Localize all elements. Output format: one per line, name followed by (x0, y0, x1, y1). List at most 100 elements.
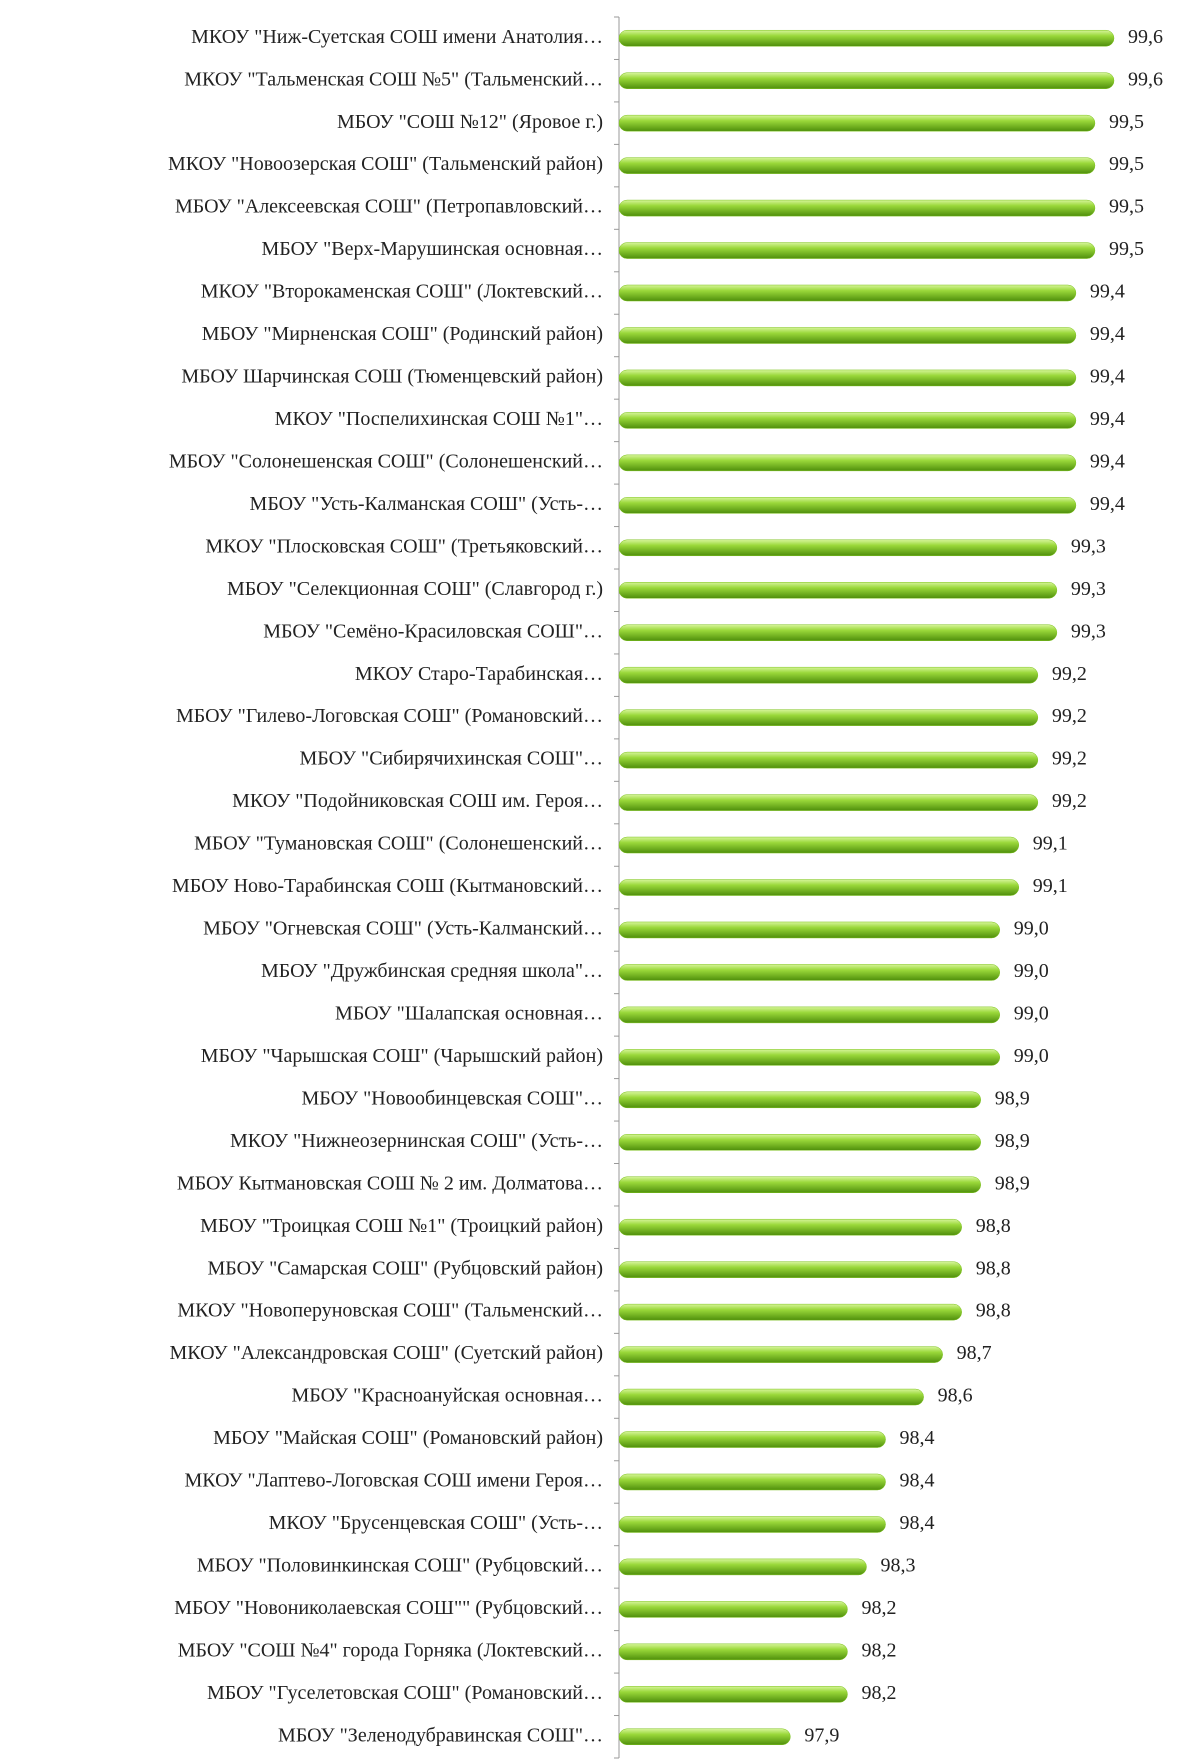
y-tick-label: МБОУ "Новообинцевская СОШ"… (301, 1087, 603, 1109)
bar (618, 199, 1096, 217)
bar (618, 369, 1077, 387)
bar (618, 1558, 867, 1576)
y-tick-label: МКОУ "Лаптево-Логовская СОШ имени Героя… (184, 1470, 603, 1492)
y-tick-label: МБОУ "Новониколаевская СОШ"" (Рубцовский… (174, 1597, 603, 1619)
y-tick-label: МБОУ "Половинкинская СОШ" (Рубцовский… (197, 1555, 603, 1577)
y-tick-label: МБОУ "Селекционная СОШ" (Славгород г.) (227, 578, 603, 600)
data-label: 99,5 (1109, 196, 1144, 218)
y-tick-label: МБОУ "Алексеевская СОШ" (Петропавловский… (175, 196, 603, 218)
data-label: 98,7 (957, 1342, 992, 1364)
bar (618, 1728, 791, 1746)
y-tick-label: МБОУ "Самарская СОШ" (Рубцовский район) (207, 1257, 603, 1279)
data-label: 99,0 (1014, 960, 1049, 982)
y-tick-label: МКОУ "Новоперуновская СОШ" (Тальменский… (177, 1300, 603, 1322)
bar (618, 284, 1077, 302)
data-label: 98,2 (861, 1597, 896, 1619)
data-label: 99,5 (1109, 153, 1144, 175)
bar (618, 794, 1039, 811)
data-label: 99,3 (1071, 620, 1106, 642)
data-label: 98,9 (995, 1172, 1030, 1194)
data-label: 99,0 (1014, 1045, 1049, 1067)
y-tick-label: МБОУ "Тумановская СОШ" (Солонешенский… (194, 833, 603, 855)
y-tick-label: МБОУ Шарчинская СОШ (Тюменцевский район) (181, 366, 603, 388)
data-label: 98,2 (861, 1639, 896, 1661)
data-label: 99,2 (1052, 705, 1087, 727)
bar (618, 1516, 886, 1533)
data-label: 98,3 (881, 1555, 916, 1577)
data-label: 98,9 (995, 1130, 1030, 1152)
data-label: 99,5 (1109, 111, 1144, 133)
bar (618, 412, 1077, 429)
y-tick-label: МКОУ "Подойниковская СОШ им. Героя… (232, 790, 603, 812)
bar (618, 454, 1077, 472)
data-label: 99,1 (1033, 875, 1068, 897)
y-tick-label: МКОУ "Тальменская СОШ №5" (Тальменский… (184, 68, 603, 90)
data-label: 99,4 (1090, 323, 1125, 345)
y-tick-label: МБОУ "Огневская СОШ" (Усть-Калманский… (203, 918, 603, 940)
bar (618, 1261, 962, 1278)
data-label: 98,8 (976, 1300, 1011, 1322)
data-label: 99,4 (1090, 450, 1125, 472)
data-label: 98,4 (900, 1512, 935, 1534)
bar (618, 1601, 848, 1618)
bar (618, 1049, 1001, 1066)
data-label: 99,6 (1128, 26, 1163, 48)
y-tick-label: МКОУ Старо-Тарабинская… (355, 663, 603, 685)
data-label: 99,2 (1052, 748, 1087, 770)
bar (618, 1303, 962, 1321)
data-label: 99,0 (1014, 1002, 1049, 1024)
data-label: 99,3 (1071, 535, 1106, 557)
y-tick-label: МБОУ "Усть-Калманская СОШ" (Усть-… (250, 493, 603, 515)
data-label: 98,4 (900, 1470, 935, 1492)
data-label: 99,0 (1014, 918, 1049, 940)
bar (618, 921, 1001, 939)
data-label: 98,6 (938, 1385, 973, 1407)
bar (618, 114, 1096, 132)
y-tick-label: МБОУ "Мирненская СОШ" (Родинский район) (202, 323, 603, 345)
data-label: 99,4 (1090, 366, 1125, 388)
y-tick-label: МБОУ "Дружбинская средняя школа"… (261, 960, 603, 982)
bar (618, 709, 1039, 726)
bar (618, 157, 1096, 174)
data-label: 99,6 (1128, 68, 1163, 90)
y-tick-label: МКОУ "Поспелихинская СОШ №1"… (275, 408, 603, 430)
bar (618, 327, 1077, 344)
y-tick-label: МБОУ "Красноануйская основная… (291, 1385, 603, 1407)
bar (618, 539, 1058, 557)
y-tick-label: МКОУ "Второкаменская СОШ" (Локтевский… (201, 281, 603, 303)
y-tick-label: МБОУ "Майская СОШ" (Романовский район) (213, 1427, 603, 1449)
data-label: 98,4 (900, 1427, 935, 1449)
data-label: 99,4 (1090, 281, 1125, 303)
y-tick-label: МБОУ "СОШ №4" города Горняка (Локтевский… (178, 1639, 603, 1661)
data-label: 98,9 (995, 1087, 1030, 1109)
bar (618, 1091, 981, 1109)
bar (618, 964, 1001, 981)
bar (618, 242, 1096, 259)
data-label: 99,3 (1071, 578, 1106, 600)
data-label: 98,2 (861, 1682, 896, 1704)
bar (618, 72, 1115, 89)
bar (618, 1473, 886, 1491)
bar (618, 1134, 981, 1151)
y-tick-label: МБОУ "Солонешенская СОШ" (Солонешенский… (169, 450, 603, 472)
y-tick-label: МБОУ Кытмановская СОШ № 2 им. Долматова… (177, 1172, 603, 1194)
y-tick-label: МКОУ "Новоозерская СОШ" (Тальменский рай… (168, 153, 603, 175)
y-tick-label: МБОУ "Верх-Марушинская основная… (261, 238, 603, 260)
bar (618, 1388, 924, 1406)
y-tick-label: МБОУ "Шалапская основная… (335, 1002, 603, 1024)
y-tick-label: МБОУ "Троицкая СОШ №1" (Троицкий район) (200, 1215, 603, 1237)
bar (618, 582, 1058, 599)
data-label: 99,4 (1090, 408, 1125, 430)
data-label: 99,2 (1052, 663, 1087, 685)
y-tick-label: МБОУ "СОШ №12" (Яровое г.) (337, 111, 603, 133)
bar (618, 1176, 981, 1193)
y-tick-label: МБОУ "Чарышская СОШ" (Чарышский район) (201, 1045, 603, 1067)
y-tick-label: МБОУ "Гуселетовская СОШ" (Романовский… (207, 1682, 603, 1704)
y-tick-label: МКОУ "Брусенцевская СОШ" (Усть-… (269, 1512, 603, 1534)
data-label: 97,9 (804, 1724, 839, 1746)
data-label: 99,5 (1109, 238, 1144, 260)
bar (618, 624, 1058, 641)
y-tick-label: МБОУ "Гилево-Логовская СОШ" (Романовский… (176, 705, 603, 727)
bar (618, 666, 1039, 684)
bar (618, 751, 1039, 769)
